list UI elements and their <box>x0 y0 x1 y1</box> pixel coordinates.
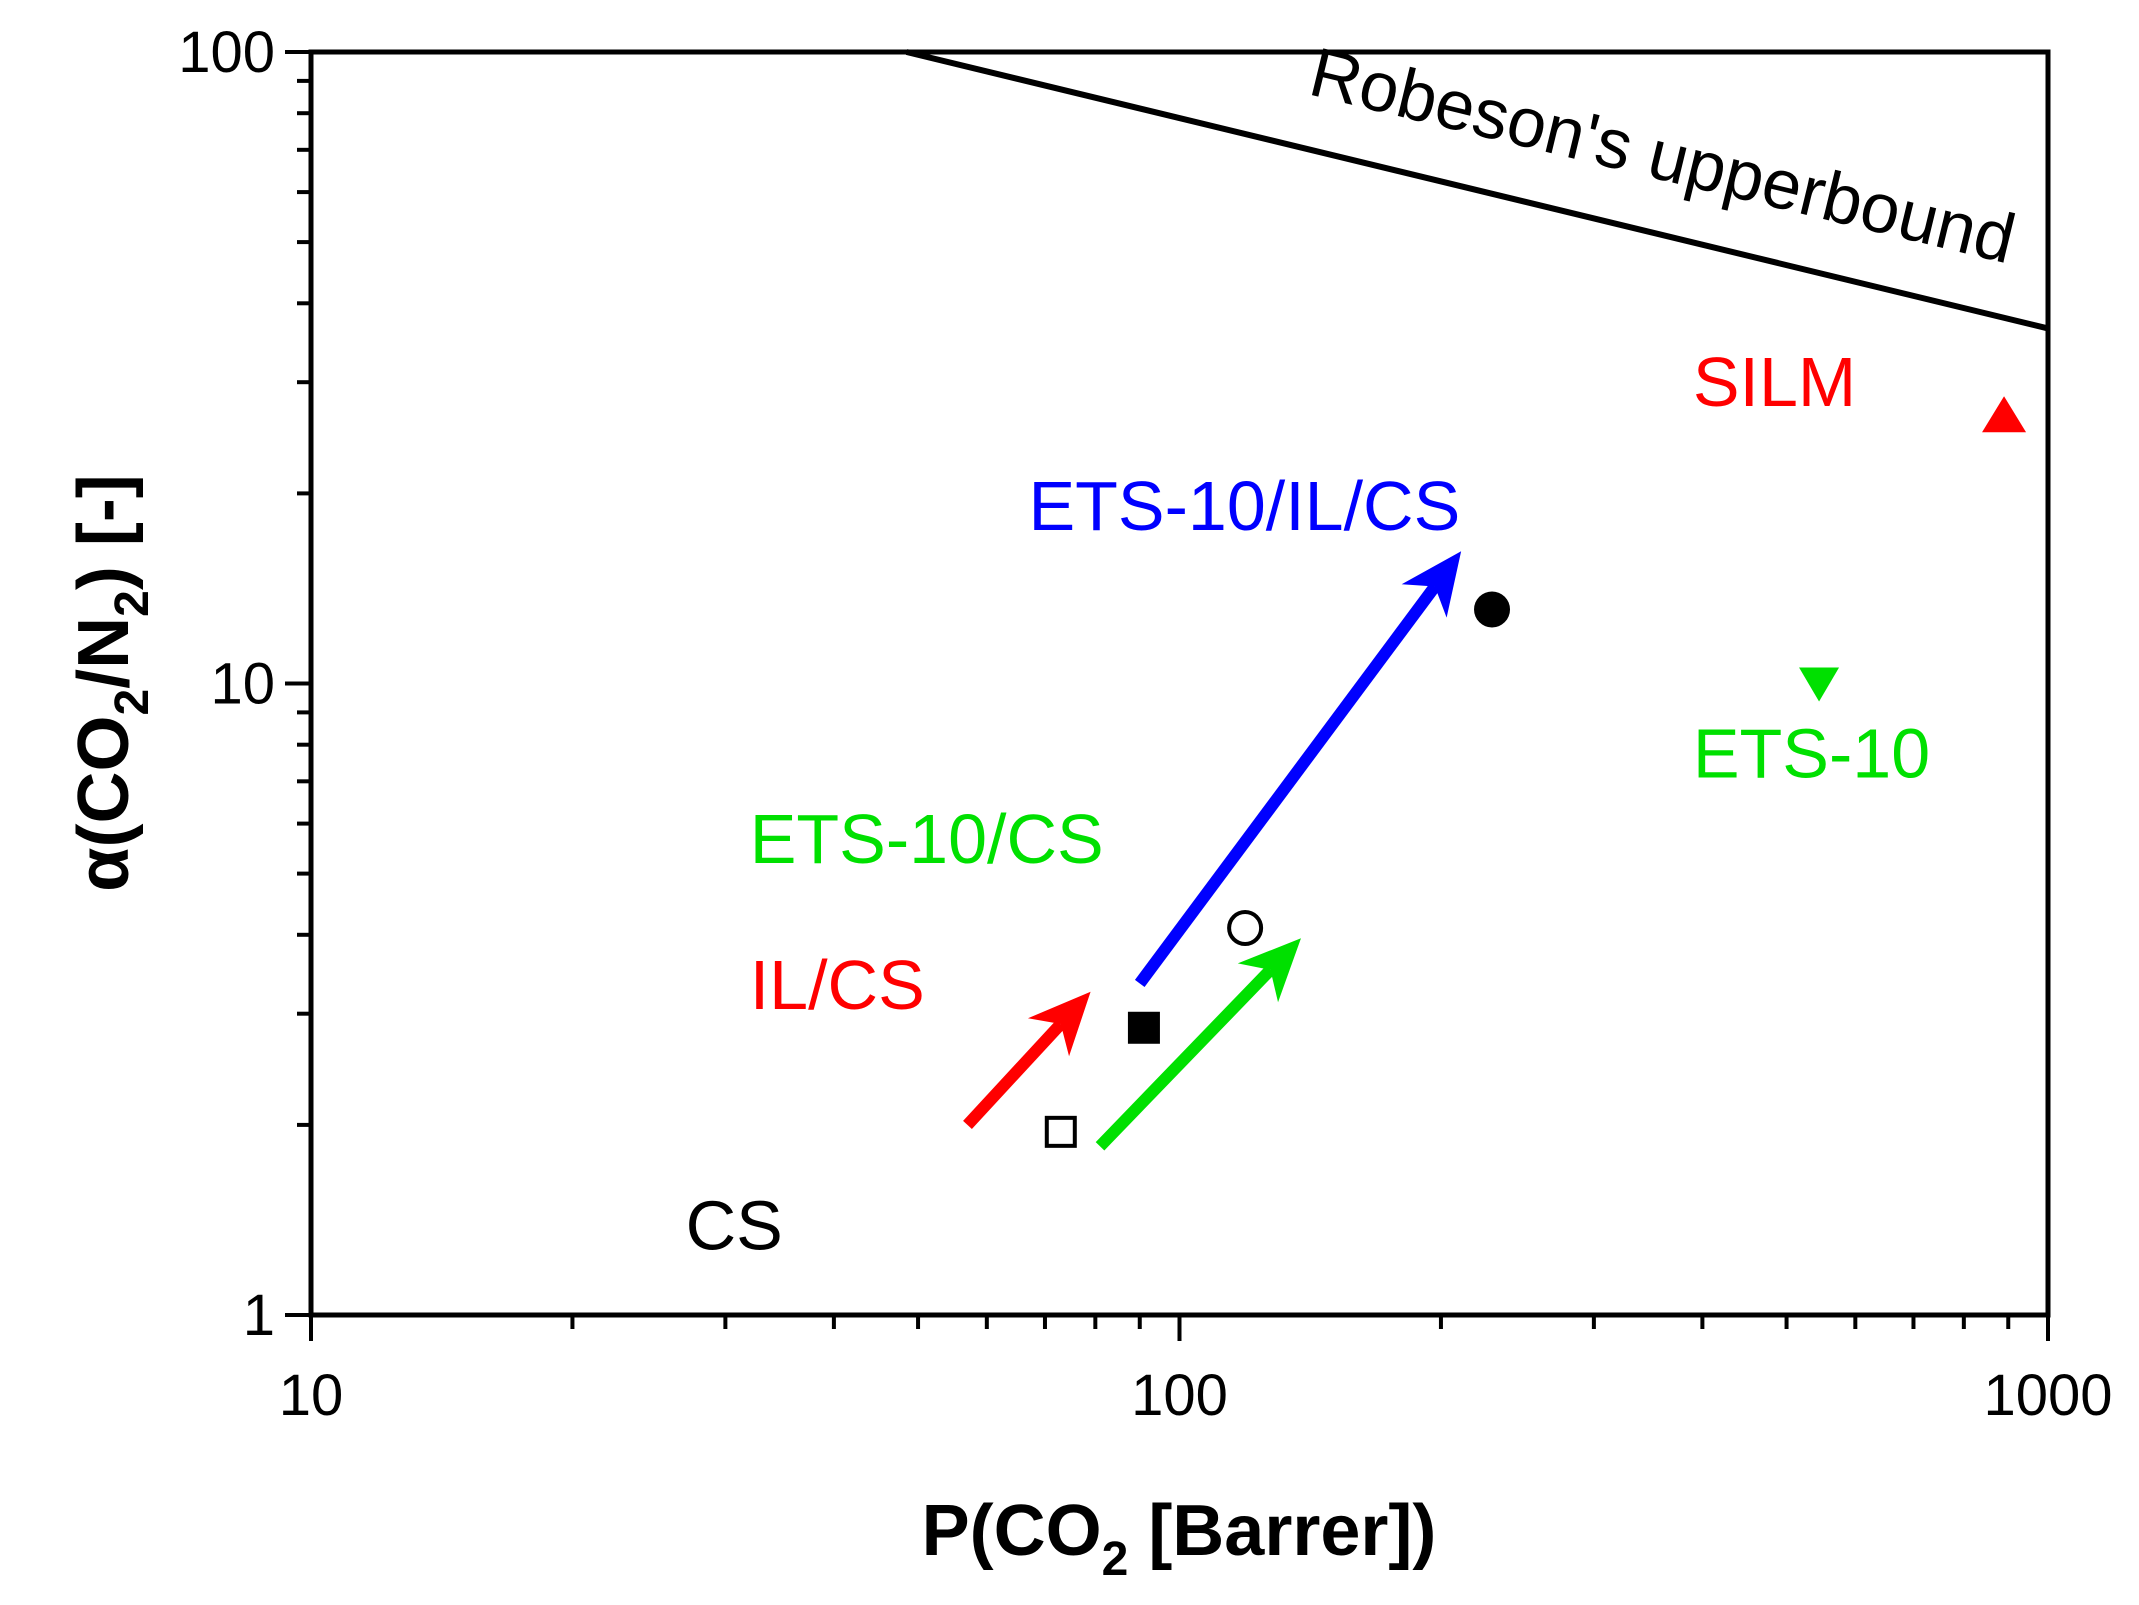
x-axis-label-rest: [Barrer]) <box>1128 1491 1436 1571</box>
point-il-cs <box>1127 1011 1160 1044</box>
y-axis-label: α(CO2/N2) [-] <box>64 474 159 892</box>
arrow-head <box>1237 938 1301 1003</box>
arrow-shaft <box>963 1019 1066 1129</box>
y-axis-label-a: α(CO <box>64 716 144 892</box>
arrow <box>963 991 1091 1129</box>
x-tick-label: 1000 <box>1983 1363 2112 1428</box>
robeson-upperbound-line <box>905 49 2049 332</box>
x-tick-label: 100 <box>1131 1363 1228 1428</box>
y-axis-label-sub1: 2 <box>106 689 159 716</box>
annotation-ets-10: ETS-10 <box>1693 714 1930 792</box>
data-points <box>1044 396 2027 1148</box>
arrow-shaft <box>1095 965 1275 1151</box>
x-axis-label: P(CO2 [Barrer]) <box>922 1491 1437 1586</box>
x-tick-label: 10 <box>279 1363 344 1428</box>
annotation-silm: SILM <box>1693 343 1856 421</box>
annotation-il-cs: IL/CS <box>750 946 925 1024</box>
point-ets-10 <box>1799 667 1840 702</box>
arrow-head <box>1027 991 1091 1057</box>
arrow-head <box>1401 551 1462 618</box>
point-cs <box>1044 1115 1077 1148</box>
annotation-cs: CS <box>686 1186 783 1264</box>
x-axis-label-sub: 2 <box>1102 1533 1129 1586</box>
y-axis-label-sub2: 2 <box>106 590 159 617</box>
point-silm <box>1982 396 2027 433</box>
y-axis-label-c: ) [-] <box>64 474 144 590</box>
y-axis-label-b: /N <box>64 617 144 689</box>
x-axis-label-main: P(CO <box>922 1491 1102 1571</box>
y-tick-label: 10 <box>210 652 275 717</box>
y-tick-label: 1 <box>243 1283 275 1348</box>
point-ets-10-cs <box>1227 910 1264 947</box>
plot-frame <box>308 49 2051 1318</box>
point-ets-10-il-cs <box>1474 591 1511 628</box>
annotation-ets-10-il-cs: ETS-10/IL/CS <box>1028 467 1460 545</box>
arrow <box>1095 938 1301 1151</box>
annotation-ets-10-cs: ETS-10/CS <box>750 800 1104 878</box>
annotations: CS IL/CS ETS-10/CS ETS-10/IL/CS ETS-10 SILM <box>686 343 1931 1264</box>
y-tick-label: 100 <box>178 20 275 85</box>
arrows <box>963 551 1462 1151</box>
arrow <box>1134 551 1462 988</box>
arrow-shaft <box>1134 582 1440 988</box>
